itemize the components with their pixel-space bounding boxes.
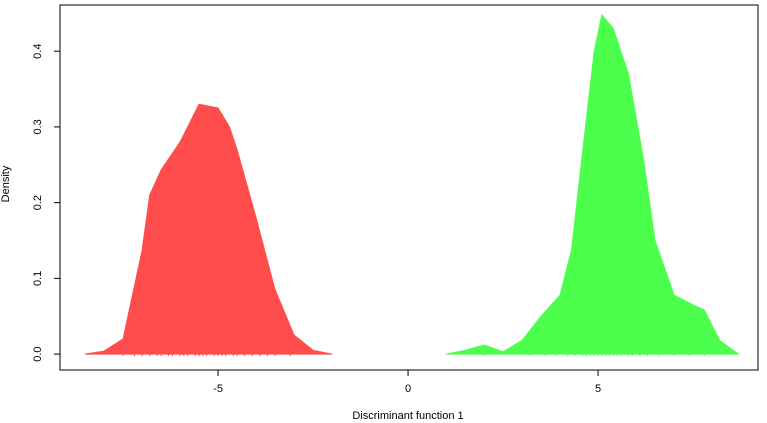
y-tick-label: 0.1	[32, 271, 44, 286]
density-area	[445, 14, 740, 355]
y-tick-label: 0.2	[32, 195, 44, 210]
y-axis-label: Density	[0, 165, 12, 202]
x-tick-label: -5	[213, 383, 223, 395]
x-tick-label: 5	[595, 383, 601, 395]
y-tick-label: 0.4	[32, 44, 44, 59]
x-tick-label: 0	[405, 383, 411, 395]
y-tick-label: 0.0	[32, 346, 44, 361]
y-tick-label: 0.3	[32, 119, 44, 134]
x-axis-label: Discriminant function 1	[352, 410, 463, 422]
plot-frame	[59, 4, 759, 371]
density-area	[84, 103, 333, 355]
